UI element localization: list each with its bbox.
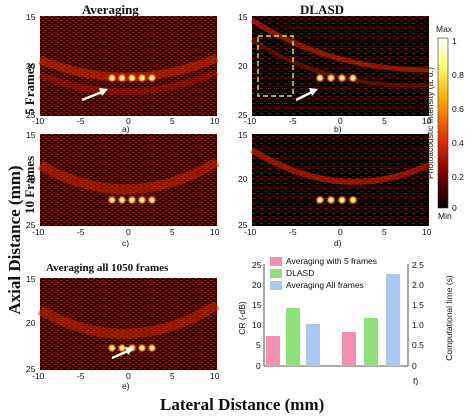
x-axis-label: Lateral Distance (mm) xyxy=(160,395,325,414)
tick-c-x10: 10 xyxy=(210,227,220,237)
tick-b-y15: 15 xyxy=(238,12,248,22)
cr-tick-25: 25 xyxy=(252,260,262,270)
time-axis-label: Computational time (s) xyxy=(444,275,454,361)
tick-a-y25: 25 xyxy=(26,110,36,120)
colorbar-tick-0.2: 0.2 xyxy=(452,172,464,182)
tick-a-x10: 10 xyxy=(210,116,220,126)
colorbar-tick-0.6: 0.6 xyxy=(452,104,464,114)
time-tick-1.5: 1.5 xyxy=(412,300,424,310)
subplot-letter-c: c) xyxy=(122,238,130,248)
tick-e-x-10: -10 xyxy=(32,371,45,381)
tick-a-y15: 15 xyxy=(26,12,36,22)
panel-d-image xyxy=(250,134,431,226)
legend-swatch-blue xyxy=(270,281,282,291)
tick-d-x-5: -5 xyxy=(289,227,297,237)
panel-c-image xyxy=(37,134,220,226)
cr-tick-0: 0 xyxy=(256,361,261,371)
time-tick-1.0: 1.0 xyxy=(412,320,424,330)
colorbar-label: Photoacoustic Intensity (a. u.) xyxy=(425,67,435,179)
tick-c-x-5: -5 xyxy=(77,227,85,237)
highlight-box xyxy=(257,35,294,97)
cr-tick-10: 10 xyxy=(252,320,262,330)
tick-a-x-10: -10 xyxy=(32,116,45,126)
bar-cr-0 xyxy=(266,336,280,366)
tick-c-y15: 15 xyxy=(26,130,36,140)
legend-swatch-pink xyxy=(270,257,282,267)
tick-b-x0: 0 xyxy=(338,116,343,126)
tick-a-y20: 20 xyxy=(26,61,36,71)
colorbar xyxy=(437,37,449,209)
tick-c-y25: 25 xyxy=(26,220,36,230)
tick-b-x-5: -5 xyxy=(289,116,297,126)
panel-e-title: Averaging all 1050 frames xyxy=(46,262,169,274)
tick-b-x10: 10 xyxy=(422,116,432,126)
colorbar-tick-0.4: 0.4 xyxy=(452,138,464,148)
tick-e-x0: 0 xyxy=(126,371,131,381)
subplot-letter-f: f) xyxy=(413,376,419,386)
tick-d-y25: 25 xyxy=(238,220,248,230)
legend-avg-all: Averaging All frames xyxy=(270,280,364,291)
subplot-letter-a: a) xyxy=(122,124,130,134)
subplot-letter-e: e) xyxy=(122,381,130,391)
tick-a-x-5: -5 xyxy=(77,116,85,126)
tick-b-y20: 20 xyxy=(238,61,248,71)
tick-e-x-5: -5 xyxy=(77,371,85,381)
tick-c-x5: 5 xyxy=(170,227,175,237)
tick-d-x0: 0 xyxy=(338,227,343,237)
colorbar-tick-0.8: 0.8 xyxy=(452,70,464,80)
cr-tick-5: 5 xyxy=(256,340,261,350)
tick-a-x5: 5 xyxy=(170,116,175,126)
panel-b-image xyxy=(250,16,430,116)
tick-a-x0: 0 xyxy=(126,116,131,126)
bar-chart-bars xyxy=(266,274,400,366)
time-tick-0: 0 xyxy=(412,361,417,371)
tick-d-x10: 10 xyxy=(422,227,432,237)
legend-swatch-green xyxy=(270,269,282,279)
tick-e-x10: 10 xyxy=(210,371,220,381)
colorbar-tick-0: 0 xyxy=(452,203,457,213)
tick-e-x5: 5 xyxy=(170,371,175,381)
colorbar-max-label: Max xyxy=(436,24,453,34)
tick-d-x5: 5 xyxy=(382,227,387,237)
tick-b-x-10: -10 xyxy=(244,116,257,126)
cr-axis-label: CR (-dB) xyxy=(237,301,247,335)
time-tick-2.5: 2.5 xyxy=(412,260,424,270)
legend-label: Averaging with 5 frames xyxy=(286,256,378,266)
column-header-averaging: Averaging xyxy=(82,2,139,17)
legend-dlasd: DLASD xyxy=(270,268,315,279)
subplot-letter-d: d) xyxy=(334,238,342,248)
bar-time-2 xyxy=(386,274,400,366)
colorbar-min-label: Min xyxy=(438,211,452,221)
column-header-dlasd: DLASD xyxy=(300,2,345,17)
legend-label: Averaging All frames xyxy=(286,280,364,290)
tick-c-x0: 0 xyxy=(126,227,131,237)
time-tick-2.0: 2.0 xyxy=(412,280,424,290)
tick-c-y20: 20 xyxy=(26,174,36,184)
panel-a-image xyxy=(38,16,219,116)
time-tick-0.5: 0.5 xyxy=(412,340,424,350)
colorbar-tick-1: 1 xyxy=(452,36,457,46)
tick-b-y25: 25 xyxy=(238,110,248,120)
legend-avg-5: Averaging with 5 frames xyxy=(270,256,378,267)
tick-e-y20: 20 xyxy=(26,318,36,328)
tick-c-x-10: -10 xyxy=(32,227,45,237)
cr-tick-20: 20 xyxy=(252,280,262,290)
tick-d-x-10: -10 xyxy=(244,227,257,237)
tick-e-y25: 25 xyxy=(26,364,36,374)
bar-cr-2 xyxy=(306,324,320,366)
tick-b-x5: 5 xyxy=(382,116,387,126)
tick-e-y15: 15 xyxy=(26,274,36,284)
bar-time-1 xyxy=(364,318,378,366)
tick-d-y15: 15 xyxy=(238,130,248,140)
panel-e-image xyxy=(37,278,220,370)
subplot-letter-b: b) xyxy=(334,124,342,134)
cr-tick-15: 15 xyxy=(252,300,262,310)
legend-label: DLASD xyxy=(286,268,315,278)
bar-cr-1 xyxy=(286,308,300,366)
tick-d-y20: 20 xyxy=(238,174,248,184)
bar-time-0 xyxy=(342,332,356,366)
